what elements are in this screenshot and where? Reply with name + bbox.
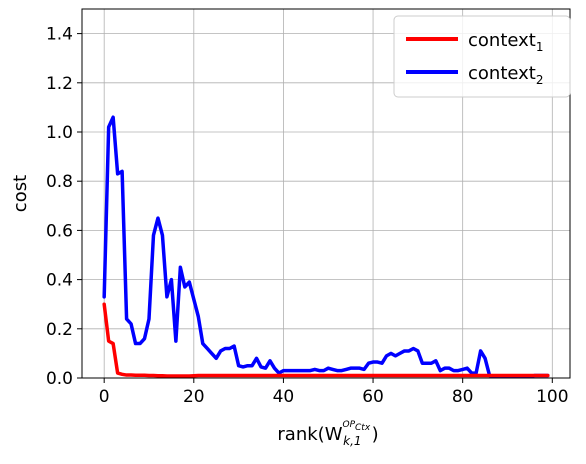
legend-label-context1: context1 (468, 30, 543, 54)
x-axis-label-superscript: OP (343, 420, 356, 430)
x-axis-label-superscript-subscript: Ctx (355, 423, 371, 433)
ticks: 0 20 40 60 80 100 0.0 0.2 0.4 0.6 0.8 1.0 1.2 1.4 (46, 25, 569, 407)
x-axis-label-close: ) (372, 424, 379, 445)
y-tick-label-7: 1.4 (46, 25, 73, 45)
y-tick-label-3: 0.6 (46, 221, 73, 241)
x-tick-label-0: 0 (99, 387, 110, 407)
legend-label-context2: context2 (468, 63, 543, 87)
plot-frame (81, 8, 571, 379)
legend-box (393, 15, 571, 98)
y-tick-label-2: 0.4 (46, 271, 73, 291)
x-axis-label-subscript: k,1 (343, 434, 361, 448)
y-tick-label-6: 1.2 (46, 74, 73, 94)
y-tick-label-5: 1.0 (46, 123, 73, 143)
legend: context1 context2 (393, 15, 571, 98)
grid (82, 9, 570, 379)
x-axis-label: rank(WOPCtx k,1) (277, 420, 378, 448)
y-tick-label-4: 0.8 (46, 172, 73, 192)
series-line-context1 (102, 302, 550, 378)
y-tick-label-1: 0.2 (46, 320, 73, 340)
x-tick-label-1: 20 (183, 387, 205, 407)
x-tick-label-3: 60 (362, 387, 384, 407)
y-axis-label: cost (10, 175, 31, 212)
series-layer (102, 115, 550, 379)
x-axis-label-base: rank(W (277, 424, 342, 445)
series-line-context2 (102, 115, 550, 379)
y-tick-label-0: 0.0 (46, 369, 73, 389)
x-tick-label-5: 100 (536, 387, 568, 407)
x-tick-label-2: 40 (273, 387, 295, 407)
x-tick-label-4: 80 (452, 387, 474, 407)
